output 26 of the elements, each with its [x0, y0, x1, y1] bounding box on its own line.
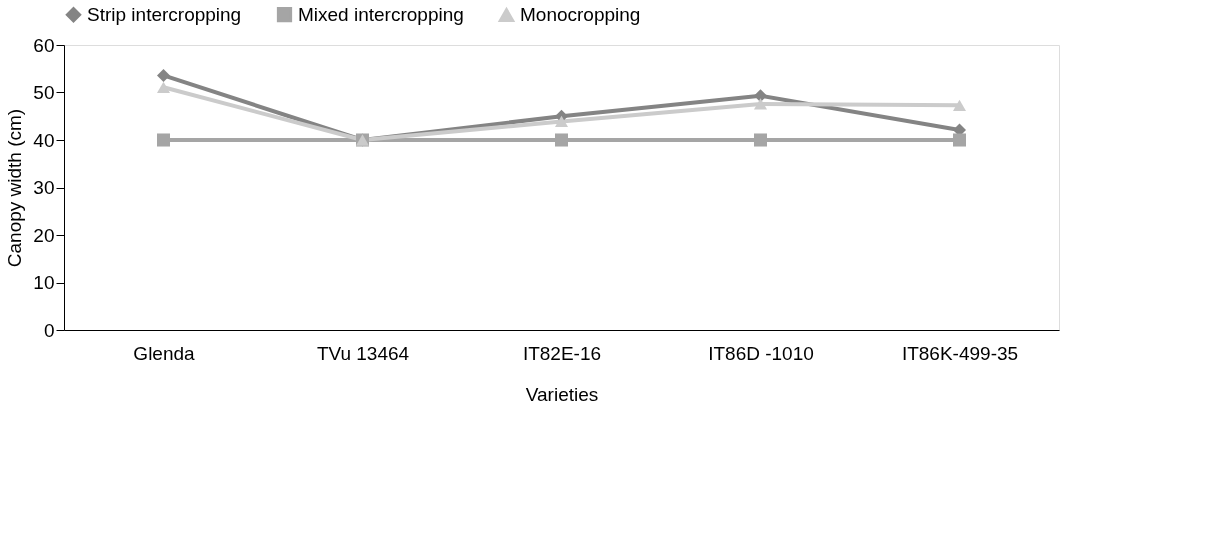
- y-tick-label: 10: [33, 272, 55, 293]
- point: [156, 68, 171, 82]
- x-axis-title: Varieties: [525, 383, 599, 405]
- legend-label: Strip intercropping: [87, 3, 242, 25]
- y-tick-label: 0: [43, 319, 55, 341]
- y-tick-label: 40: [33, 129, 55, 151]
- point: [554, 133, 569, 147]
- y-tick-label: 50: [33, 82, 55, 103]
- y-axis-title: Canopy width (cm): [4, 108, 26, 268]
- y-tick-label: 30: [33, 177, 55, 198]
- x-tick-label: Glenda: [133, 342, 196, 364]
- legend-label: Mixed intercropping: [298, 3, 464, 25]
- x-tick-label: IT82E-16: [522, 342, 602, 364]
- point: [753, 133, 768, 147]
- point: [554, 115, 569, 128]
- point: [753, 98, 768, 110]
- point: [952, 133, 967, 147]
- point: [156, 81, 171, 93]
- y-tick-label: 20: [33, 224, 55, 246]
- x-tick-label: TVu 13464: [316, 342, 410, 364]
- x-tick-label: IT86D -1010: [708, 342, 814, 364]
- y-tick-label: 60: [33, 34, 55, 56]
- point: [952, 99, 967, 111]
- x-tick-label: IT86K-499-35: [901, 342, 1019, 364]
- point: [156, 133, 171, 147]
- legend-label: Monocropping: [520, 4, 641, 26]
